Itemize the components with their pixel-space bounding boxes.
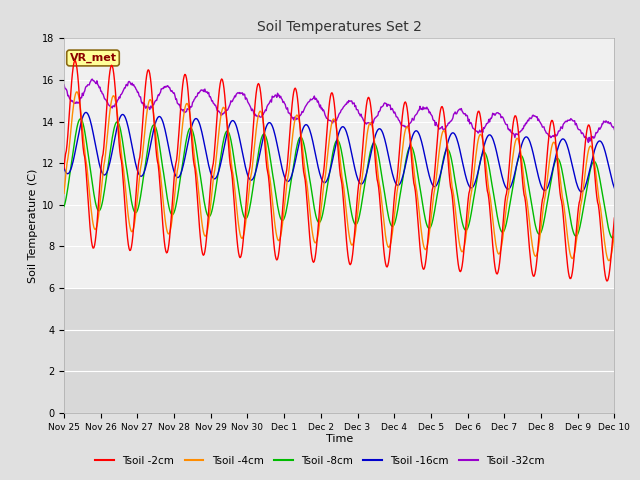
Legend: Tsoil -2cm, Tsoil -4cm, Tsoil -8cm, Tsoil -16cm, Tsoil -32cm: Tsoil -2cm, Tsoil -4cm, Tsoil -8cm, Tsoi… xyxy=(91,452,549,470)
Bar xyxy=(64,288,614,413)
X-axis label: Time: Time xyxy=(326,434,353,444)
Text: VR_met: VR_met xyxy=(70,53,116,63)
Y-axis label: Soil Temperature (C): Soil Temperature (C) xyxy=(28,168,38,283)
Title: Soil Temperatures Set 2: Soil Temperatures Set 2 xyxy=(257,21,422,35)
